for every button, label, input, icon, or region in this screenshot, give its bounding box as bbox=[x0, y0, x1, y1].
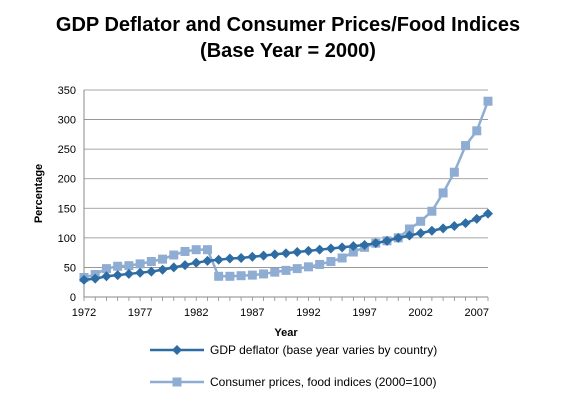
data-point bbox=[191, 245, 201, 255]
data-point bbox=[191, 257, 202, 268]
data-point bbox=[292, 264, 302, 274]
data-point bbox=[135, 267, 146, 278]
data-point bbox=[146, 257, 156, 267]
chart-title: GDP Deflator and Consumer Prices/Food In… bbox=[0, 12, 576, 64]
data-point bbox=[337, 253, 347, 263]
data-point bbox=[270, 267, 280, 277]
y-tick-label: 0 bbox=[70, 292, 76, 304]
data-point bbox=[359, 239, 370, 250]
data-point bbox=[79, 274, 89, 285]
data-point bbox=[202, 245, 212, 255]
x-tick-label: 1977 bbox=[128, 307, 152, 319]
data-point bbox=[461, 141, 471, 151]
legend-swatch-square bbox=[150, 377, 204, 387]
data-point bbox=[483, 96, 493, 106]
data-point bbox=[146, 266, 157, 277]
x-tick-label: 1982 bbox=[184, 307, 208, 319]
data-point bbox=[438, 223, 449, 234]
data-point bbox=[472, 126, 482, 136]
data-point bbox=[180, 246, 190, 256]
data-point bbox=[393, 232, 404, 243]
data-point bbox=[449, 221, 460, 232]
data-point bbox=[225, 271, 235, 281]
y-tick-label: 150 bbox=[58, 203, 76, 215]
legend-item-food: Consumer prices, food indices (2000=100) bbox=[150, 375, 436, 389]
data-point bbox=[168, 262, 179, 273]
x-tick-label: 1987 bbox=[240, 307, 264, 319]
data-point bbox=[259, 269, 269, 279]
data-point bbox=[471, 213, 482, 224]
data-point bbox=[169, 250, 179, 260]
data-point bbox=[113, 261, 123, 271]
y-tick-label: 100 bbox=[58, 233, 76, 245]
data-point bbox=[449, 167, 459, 177]
data-point bbox=[158, 254, 168, 264]
data-point bbox=[303, 262, 313, 272]
data-point bbox=[292, 247, 303, 258]
data-point bbox=[281, 265, 291, 275]
data-point bbox=[281, 248, 291, 259]
data-point bbox=[348, 247, 358, 257]
data-point bbox=[224, 253, 235, 264]
data-point bbox=[438, 188, 448, 198]
data-point bbox=[269, 249, 280, 260]
y-tick-label: 50 bbox=[64, 262, 76, 274]
data-point bbox=[483, 208, 493, 219]
data-point bbox=[427, 206, 437, 216]
data-point bbox=[247, 270, 257, 280]
data-point bbox=[348, 241, 359, 252]
data-point bbox=[415, 228, 426, 239]
data-point bbox=[90, 273, 101, 284]
data-point bbox=[135, 259, 145, 269]
legend-item-gdp: GDP deflator (base year varies by countr… bbox=[150, 343, 437, 357]
y-tick-label: 250 bbox=[58, 144, 76, 156]
chart-title-main: GDP Deflator and Consumer Prices/Food In… bbox=[55, 14, 521, 36]
legend-swatch-diamond bbox=[150, 345, 204, 355]
x-axis-label: Year bbox=[274, 327, 298, 339]
data-point bbox=[416, 216, 426, 226]
data-point bbox=[157, 264, 168, 275]
data-point bbox=[337, 242, 348, 253]
data-point bbox=[214, 271, 224, 281]
y-tick-label: 350 bbox=[58, 85, 76, 97]
data-point bbox=[370, 238, 381, 249]
data-point bbox=[112, 270, 123, 281]
data-point bbox=[460, 218, 471, 229]
data-point bbox=[202, 255, 213, 266]
legend-label-gdp: GDP deflator (base year varies by countr… bbox=[210, 343, 438, 357]
x-tick-label: 1992 bbox=[296, 307, 320, 319]
data-point bbox=[326, 257, 336, 267]
x-tick-label: 1997 bbox=[352, 307, 376, 319]
data-point bbox=[404, 224, 414, 234]
data-point bbox=[325, 243, 336, 254]
data-point bbox=[213, 254, 224, 265]
legend-label-food: Consumer prices, food indices (2000=100) bbox=[210, 375, 437, 389]
y-axis-label: Percentage bbox=[33, 164, 45, 223]
data-point bbox=[247, 251, 258, 262]
data-point bbox=[101, 264, 111, 274]
data-point bbox=[303, 245, 314, 256]
data-point bbox=[180, 260, 190, 271]
data-point bbox=[426, 225, 437, 236]
data-point bbox=[258, 250, 269, 261]
x-tick-label: 1972 bbox=[72, 307, 96, 319]
data-point bbox=[101, 271, 112, 282]
data-point bbox=[404, 230, 415, 241]
data-point bbox=[124, 261, 134, 271]
data-point bbox=[236, 271, 246, 281]
data-point bbox=[314, 244, 325, 255]
chart-subtitle: (Base Year = 2000) bbox=[200, 40, 376, 62]
data-point bbox=[123, 268, 134, 279]
y-tick-label: 300 bbox=[58, 115, 76, 127]
data-point bbox=[315, 259, 325, 269]
data-point bbox=[382, 235, 392, 246]
x-tick-label: 2002 bbox=[408, 307, 432, 319]
data-point bbox=[236, 252, 247, 263]
y-tick-label: 200 bbox=[58, 174, 76, 186]
x-tick-label: 2007 bbox=[465, 307, 489, 319]
